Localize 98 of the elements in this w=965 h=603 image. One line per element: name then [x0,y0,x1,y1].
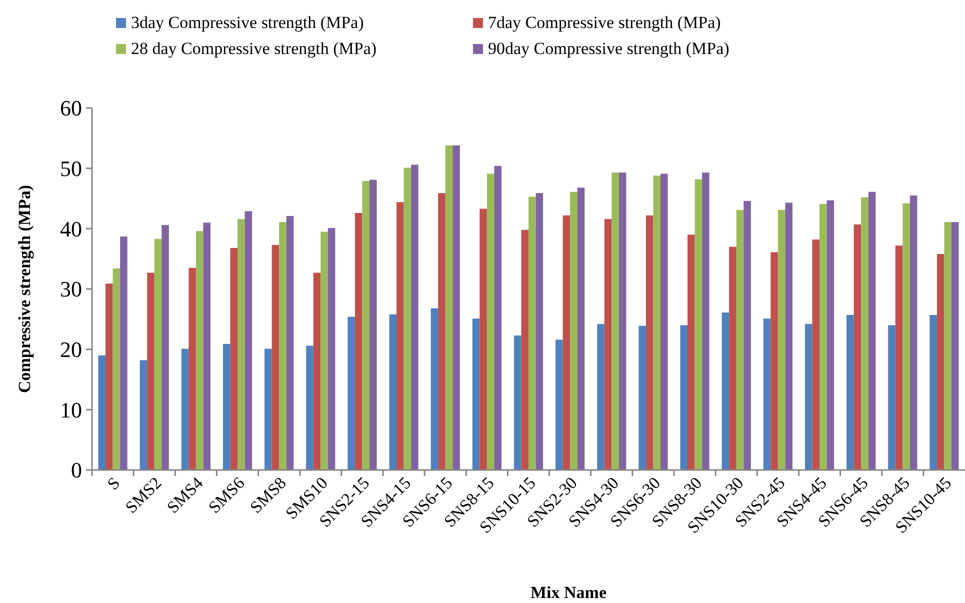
bar [646,215,654,470]
y-axis-title: Compressive strength (MPa) [15,184,34,394]
bar [480,208,487,470]
bar [196,231,204,470]
bar [306,346,314,470]
bar [951,222,959,470]
bar [597,324,604,470]
bar [514,335,522,470]
bar [354,212,362,470]
y-tick-label: 60 [60,96,82,121]
bar [820,204,827,470]
bar [694,179,702,470]
bar [244,211,252,470]
bar [736,210,744,470]
legend-label: 3day Compressive strength (MPa) [131,13,364,32]
bar [328,228,336,470]
bar [404,168,412,470]
bar [389,314,397,470]
bar [577,188,585,470]
bar [98,355,106,470]
bar [494,166,502,470]
bar [521,230,528,470]
bar [154,238,162,470]
bar [362,181,370,470]
bar [203,222,210,470]
bar [744,200,751,470]
bar [944,222,952,470]
bar [612,172,619,470]
bar [804,324,812,470]
bar [729,246,736,470]
bar [181,348,189,470]
bar [106,284,113,470]
bar [812,240,820,470]
bar [888,325,896,470]
bar [604,219,612,470]
bar [147,272,154,470]
bar [556,340,563,470]
bar [680,325,688,470]
bar [936,254,944,470]
bar [230,248,238,470]
y-tick-label: 0 [71,458,82,483]
bar [486,174,494,470]
bar [910,195,918,470]
bar [902,203,910,470]
bar [472,318,480,470]
bar [238,219,245,470]
bar [770,252,778,470]
bar [826,200,834,470]
bar [430,308,438,470]
legend-label: 7day Compressive strength (MPa) [488,13,721,32]
bar [688,234,695,470]
bar [861,197,868,470]
bar [264,348,272,470]
bar [562,215,570,470]
bar [313,272,321,470]
x-axis-title: Mix Name [530,583,607,602]
bar [112,268,120,470]
bar [396,202,404,470]
legend-label: 28 day Compressive strength (MPa) [131,39,377,58]
bar [279,222,286,470]
y-tick-label: 40 [60,216,82,242]
bar [763,318,771,470]
y-tick-label: 30 [60,276,82,302]
bar [570,192,578,470]
bar [702,172,710,470]
bar [638,326,646,470]
bar [162,225,169,470]
bar [272,244,280,470]
bar [411,164,418,470]
bar [120,236,128,470]
bar [348,316,355,470]
bar [536,193,544,470]
legend-label: 90day Compressive strength (MPa) [488,39,730,58]
bar [438,193,446,470]
bar [930,314,937,470]
y-tick-label: 10 [60,397,82,422]
bar [846,314,854,470]
bar [222,344,230,470]
bar [528,196,536,470]
bar [445,145,453,470]
x-tick-label: S [103,473,124,494]
bar [854,224,862,470]
bar [618,172,626,470]
bar [369,180,377,470]
bar [140,360,148,470]
bar [286,216,294,470]
y-tick-label: 20 [60,337,82,362]
bar [660,174,668,470]
bar [320,232,328,470]
bar [188,268,196,470]
bar [653,176,660,470]
bar [778,210,786,470]
bar [452,145,460,470]
bar [785,202,792,470]
bar [722,312,730,470]
bar [868,192,876,470]
y-tick-label: 50 [60,156,82,182]
bar [895,246,903,470]
